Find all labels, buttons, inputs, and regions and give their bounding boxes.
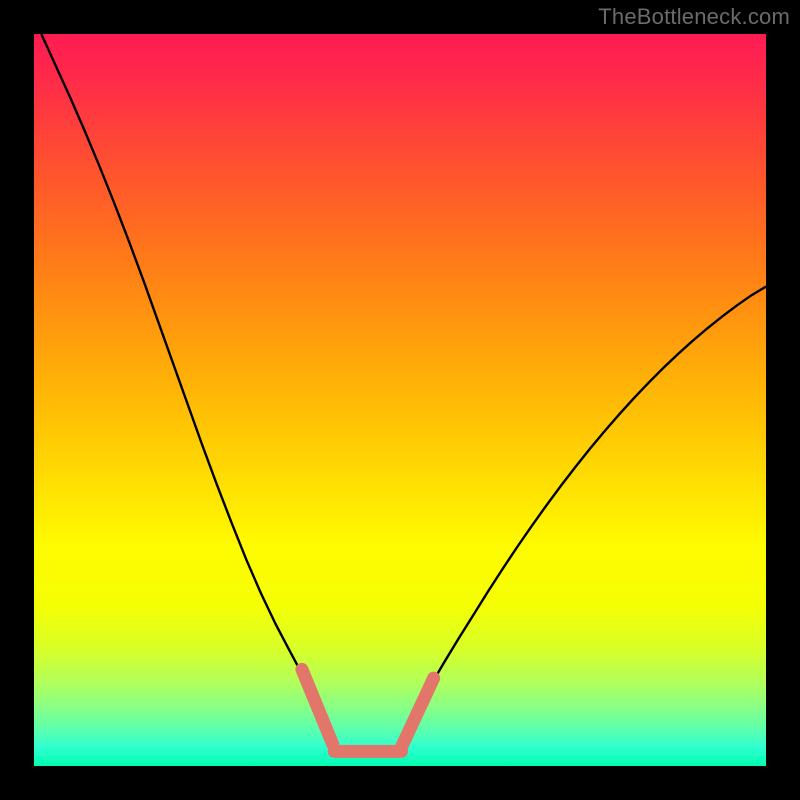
plot-area — [34, 34, 766, 766]
watermark-text: TheBottleneck.com — [598, 4, 790, 30]
bottleneck-curve — [41, 34, 766, 755]
marker-segment — [401, 678, 433, 747]
marker-segment — [302, 669, 333, 744]
chart-container: TheBottleneck.com — [0, 0, 800, 800]
highlight-markers — [302, 669, 434, 751]
chart-svg — [34, 34, 766, 766]
